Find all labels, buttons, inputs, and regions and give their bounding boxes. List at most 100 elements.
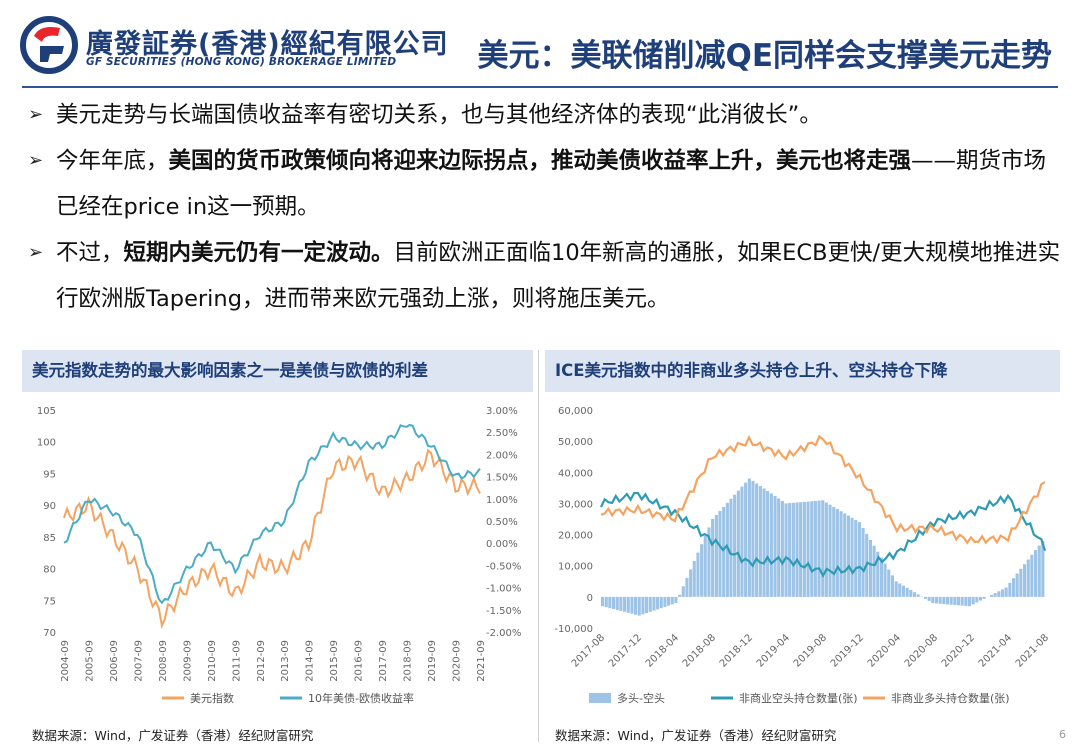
bar-long-minus-short bbox=[744, 482, 748, 597]
x-tick-label: 2005-09 bbox=[84, 640, 95, 682]
y-tick-label: 30,000 bbox=[558, 499, 593, 510]
x-tick-label: 2016-09 bbox=[354, 640, 365, 682]
y-left-tick-label: 70 bbox=[43, 628, 56, 639]
bar-long-minus-short bbox=[953, 596, 957, 605]
bar-long-minus-short bbox=[872, 545, 876, 597]
header-divider bbox=[22, 86, 1058, 88]
bar-long-minus-short bbox=[1034, 550, 1038, 597]
bar-long-minus-short bbox=[905, 587, 909, 597]
bar-long-minus-short bbox=[656, 596, 660, 610]
bar-long-minus-short bbox=[678, 594, 682, 597]
bullet-list: ➢ 美元走势与长端国债收益率有密切关系，也与其他经济体的表现“此消彼长”。 ➢ 今年年… bbox=[28, 92, 1068, 322]
x-tick-label: 2010-09 bbox=[207, 640, 218, 682]
bar-long-minus-short bbox=[1001, 589, 1005, 597]
bar-long-minus-short bbox=[736, 490, 740, 597]
bar-long-minus-short bbox=[817, 500, 821, 597]
bar-long-minus-short bbox=[670, 596, 674, 605]
bar-long-minus-short bbox=[604, 596, 608, 608]
bar-long-minus-short bbox=[733, 494, 737, 597]
chart-title-dxy: 美元指数走势的最大影响因素之一是美债与欧债的利差 bbox=[22, 350, 533, 392]
bullet-arrow-icon: ➢ bbox=[28, 104, 44, 125]
chart-panel-ice: ICE美元指数中的非商业多头持仓上升、空头持仓下降 60,000 50,000 40… bbox=[545, 350, 1060, 725]
x-tick-label: 2017-12 bbox=[607, 632, 644, 669]
y-tick-label: 50,000 bbox=[558, 437, 593, 448]
bar-long-minus-short bbox=[887, 569, 891, 597]
series-line-spread bbox=[63, 423, 481, 605]
bar-long-minus-short bbox=[626, 596, 630, 613]
bar-long-minus-short bbox=[857, 522, 861, 597]
bar-long-minus-short bbox=[608, 596, 612, 609]
bar-long-minus-short bbox=[601, 596, 605, 607]
bar-long-minus-short bbox=[964, 596, 968, 606]
series-line-short bbox=[600, 491, 1047, 579]
y-right-tick-label: 1.00% bbox=[486, 495, 518, 506]
x-tick-label: 2019-12 bbox=[829, 632, 866, 669]
chart-title-ice: ICE美元指数中的非商业多头持仓上升、空头持仓下降 bbox=[545, 350, 1060, 392]
bar-long-minus-short bbox=[692, 561, 696, 597]
bar-long-minus-short bbox=[663, 596, 667, 607]
bar-long-minus-short bbox=[876, 551, 880, 597]
page-title: 美元：美联储削减QE同样会支撑美元走势 bbox=[477, 38, 1052, 74]
gf-logo-mark-icon bbox=[20, 16, 78, 74]
bar-long-minus-short bbox=[637, 596, 641, 616]
bar-long-minus-short bbox=[1015, 573, 1019, 597]
bar-long-minus-short bbox=[894, 581, 898, 597]
x-tick-label: 2004-09 bbox=[60, 640, 71, 682]
bullet-item: ➢ 今年年底，美国的货币政策倾向将迎来边际拐点，推动美债收益率上升，美元也将走强—… bbox=[28, 138, 1068, 230]
legend-label: 10年美债-欧债收益率 bbox=[308, 691, 414, 705]
legend-label: 非商业空头持仓数量(张) bbox=[739, 691, 858, 705]
y-right-tick-label: 0.50% bbox=[486, 517, 518, 528]
bullet-item: ➢ 美元走势与长端国债收益率有密切关系，也与其他经济体的表现“此消彼长”。 bbox=[28, 92, 1068, 138]
bar-long-minus-short bbox=[971, 596, 975, 605]
bar-long-minus-short bbox=[861, 528, 865, 597]
company-name-en: GF SECURITIES (HONG KONG) BROKERAGE LIMI… bbox=[86, 56, 397, 68]
y-left-tick-label: 80 bbox=[43, 565, 56, 576]
bar-long-minus-short bbox=[934, 596, 938, 604]
bullet-text: 不过， bbox=[56, 240, 124, 266]
bar-long-minus-short bbox=[890, 575, 894, 597]
x-tick-label: 2021-08 bbox=[1014, 632, 1051, 669]
y-left-tick-label: 100 bbox=[37, 438, 56, 449]
page-number: 6 bbox=[1059, 728, 1066, 741]
bar-long-minus-short bbox=[846, 515, 850, 597]
bar-long-minus-short bbox=[700, 544, 704, 597]
y-right-tick-label: 3.00% bbox=[486, 406, 518, 417]
bar-long-minus-short bbox=[762, 488, 766, 597]
bar-long-minus-short bbox=[1004, 587, 1008, 597]
y-left-tick-label: 90 bbox=[43, 501, 56, 512]
y-right-tick-label: -0.50% bbox=[486, 561, 521, 572]
bar-long-minus-short bbox=[722, 506, 726, 597]
y-left-tick-label: 75 bbox=[43, 596, 56, 607]
bar-long-minus-short bbox=[689, 569, 693, 597]
bar-long-minus-short bbox=[799, 502, 803, 597]
x-tick-label: 2012-09 bbox=[256, 640, 267, 682]
y-tick-label: 20,000 bbox=[558, 531, 593, 542]
bar-long-minus-short bbox=[791, 502, 795, 597]
company-logo: 廣發証券(香港)經紀有限公司 GF SECURITIES (HONG KONG)… bbox=[20, 16, 448, 74]
y-right-tick-label: 0.00% bbox=[486, 539, 518, 550]
x-tick-label: 2017-09 bbox=[378, 640, 389, 682]
bar-long-minus-short bbox=[769, 493, 773, 597]
chart-panel-dxy: 美元指数走势的最大影响因素之一是美债与欧债的利差 105 100 95 90 85 80 7… bbox=[22, 350, 533, 725]
bar-long-minus-short bbox=[824, 502, 828, 597]
bar-long-minus-short bbox=[685, 577, 689, 597]
bar-long-minus-short bbox=[868, 539, 872, 597]
chart-dxy-spread: 105 100 95 90 85 80 75 70 3.00% 2.50% 2.00% 1.50% 1.… bbox=[37, 406, 521, 705]
bar-long-minus-short bbox=[993, 593, 997, 597]
series-line-long bbox=[600, 434, 1046, 545]
bar-long-minus-short bbox=[843, 513, 847, 597]
y-tick-label: 60,000 bbox=[558, 406, 593, 417]
bar-long-minus-short bbox=[956, 596, 960, 606]
bar-long-minus-short bbox=[839, 511, 843, 597]
bar-long-minus-short bbox=[982, 596, 986, 599]
bullet-text: 今年年底， bbox=[56, 148, 169, 174]
x-tick-label: 2006-09 bbox=[109, 640, 120, 682]
legend-label: 非商业多头持仓数量(张) bbox=[891, 691, 1010, 705]
bar-long-minus-short bbox=[949, 596, 953, 605]
y-left-tick-label: 105 bbox=[37, 406, 56, 417]
bar-long-minus-short bbox=[788, 503, 792, 597]
bar-long-minus-short bbox=[623, 596, 627, 612]
bar-long-minus-short bbox=[835, 509, 839, 597]
bar-long-minus-short bbox=[813, 500, 817, 597]
bullet-text: 目前欧洲正面临10年新高的通胀，如果ECB更快/更大规模地推进实行欧洲版Tape… bbox=[56, 240, 1061, 312]
